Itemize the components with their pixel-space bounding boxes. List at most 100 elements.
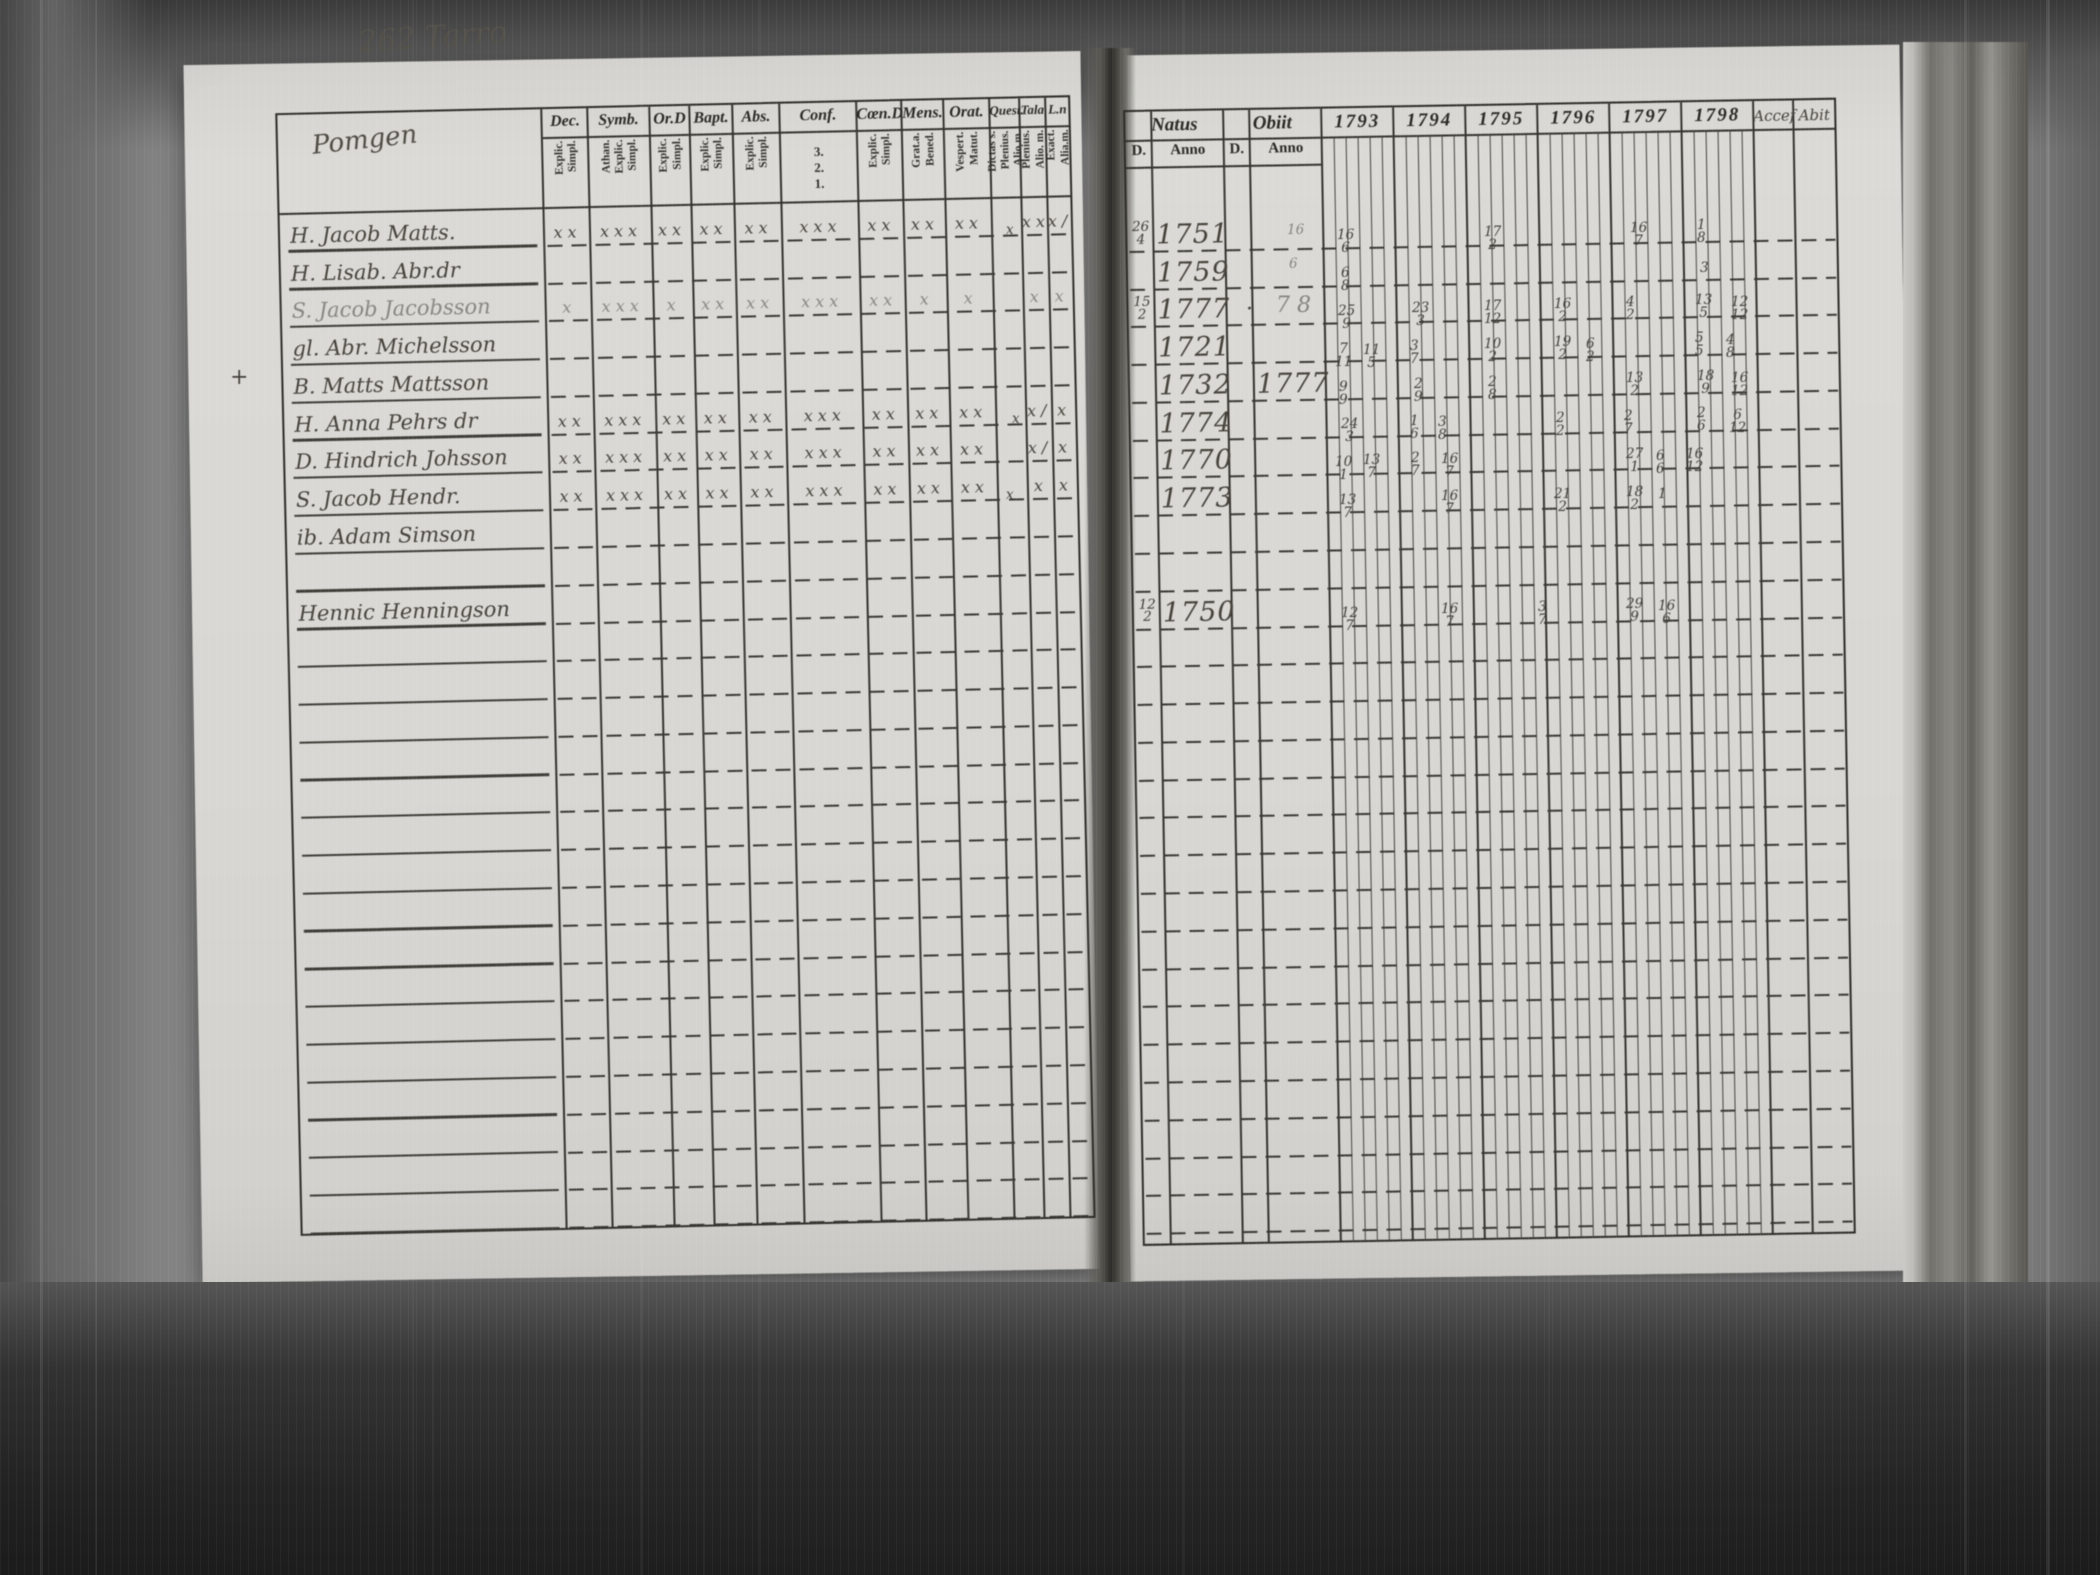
person-name: S. Jacob Jacobsson [291, 294, 491, 324]
subheader-label: Simpl. [670, 137, 684, 170]
subheader-label: Exact. [1045, 129, 1058, 161]
column-subheader: Explic. Simpl. [650, 138, 691, 205]
person-name: ib. Adam Simson [296, 521, 477, 550]
catechism-mark: xx [873, 479, 902, 499]
column-header-abs: Abs. [741, 107, 771, 126]
natus-year: 1777 [1157, 293, 1231, 326]
person-name: H. Jacob Matts. [289, 219, 456, 248]
column-subheader: Explic. Simpl. [857, 133, 903, 200]
film-scratch-line [433, 0, 434, 1575]
column-subheader: Grat.a. Bened. [902, 132, 945, 199]
catechism-mark: xx [868, 290, 898, 311]
column-header-conf: Conf. [799, 106, 837, 125]
catechism-mark: xxx [804, 442, 847, 463]
subheader-label: Grat.a. [910, 132, 924, 168]
catechism-mark: xx [910, 213, 940, 234]
column-header-ln: L.n [1047, 101, 1067, 117]
subheader-label: Bened. [923, 132, 937, 167]
catechism-mark: x [1057, 437, 1073, 457]
catechism-mark: x [1033, 475, 1049, 496]
natus-year: 1773 [1160, 482, 1234, 515]
subheader-d.: D. [1229, 141, 1245, 158]
subheader-label: Explic. [866, 133, 880, 168]
communion-mark-table: Pomgen Dec. Explic. Simpl. Symb. Athan. Expli… [275, 95, 1096, 1236]
catechism-mark: xx [916, 478, 946, 498]
catechism-mark: xx [748, 406, 777, 427]
subheader-label: 1. [814, 175, 825, 192]
subheader-label: Alia.m. [1058, 129, 1072, 166]
year-header-1797: 1797 [1622, 105, 1669, 128]
catechism-mark: x [562, 297, 577, 318]
film-scratch-line [40, 0, 43, 1575]
column-subheader: Plenius. Alio. m. [1020, 130, 1047, 197]
accessit-header: Accef [1753, 106, 1796, 126]
subheader-label: Matut. [967, 131, 981, 166]
catechism-mark: xx [872, 441, 901, 462]
natus-year: 1774 [1159, 406, 1233, 440]
catechism-mark: xx [1021, 211, 1051, 232]
column-header-mens: Mens. [901, 104, 943, 122]
film-scratch-line [1182, 0, 1184, 1575]
person-name: D. Hindrich Johsson [294, 445, 508, 475]
catechism-mark: xxx [604, 447, 648, 468]
subheader-label: Simpl. [625, 138, 639, 171]
subheader-label: Explic. [657, 138, 671, 173]
catechism-mark: x [963, 288, 978, 308]
catechism-mark: xx [553, 222, 582, 242]
catechism-mark: x/ [1027, 438, 1053, 458]
subheader-label: Dictas s. [985, 130, 999, 172]
catechism-mark: x [666, 295, 681, 315]
natus-year: 1751 [1155, 218, 1230, 251]
film-scratch-line [703, 0, 704, 1575]
obiit-header: Obiit [1252, 112, 1293, 134]
person-name: Hennic Henningson [298, 596, 511, 626]
column-header-tala: Tala [1020, 101, 1045, 118]
subheader-anno: Anno [1268, 139, 1304, 157]
column-header-bapt: Bapt. [693, 108, 729, 127]
year-header-1795: 1795 [1478, 108, 1525, 130]
film-scratch-line [641, 0, 643, 1575]
year-header-1793: 1793 [1334, 110, 1381, 133]
natus-year: 1750 [1162, 595, 1236, 629]
person-name: H. Anna Pehrs dr [294, 408, 478, 437]
catechism-mark: xxx [799, 216, 842, 237]
catechism-mark: xx [662, 408, 691, 429]
subheader-label: Simpl. [565, 140, 579, 173]
year-header-1798: 1798 [1694, 104, 1741, 127]
column-header-dec: Dec. [549, 112, 581, 130]
column-subheader: Explic. Simpl. [690, 137, 734, 204]
catechism-mark: xx [699, 218, 728, 239]
catechism-mark: xxx [800, 291, 844, 312]
catechism-mark: x [1054, 286, 1069, 306]
subheader-label: Plenius. [998, 130, 1012, 170]
obiit-year: 1777 [1256, 367, 1330, 400]
natus-year: 1721 [1157, 331, 1232, 364]
natus-year: 1759 [1156, 255, 1230, 289]
catechism-mark: xx [958, 401, 988, 422]
film-scratch-line [1548, 0, 1550, 1575]
catechism-mark: x [1056, 399, 1072, 420]
catechism-mark: xx [558, 448, 587, 469]
subheader-label: 3. [813, 143, 824, 159]
subheader-label: Athan. [599, 139, 613, 174]
catechism-mark: x [1029, 287, 1044, 307]
catechism-mark: xxx [805, 480, 848, 501]
catechism-mark: xxx [605, 485, 649, 506]
natus-header: Natus [1150, 113, 1198, 136]
subheader-label: Explic. [552, 140, 566, 176]
catechism-mark: xx [663, 484, 693, 504]
natus-year: 1732 [1158, 369, 1232, 402]
catechism-mark: xx [914, 402, 944, 423]
catechism-mark: xx [960, 477, 990, 497]
person-name: B. Matts Mattsson [293, 370, 490, 399]
bookmark-tab [809, 1309, 1061, 1393]
year-header-1794: 1794 [1406, 109, 1453, 132]
catechism-mark: xx [657, 219, 687, 240]
catechism-mark: xx [915, 440, 945, 461]
subheader-label: Explic. [743, 136, 757, 171]
column-subheader: Exact. Alia.m. [1045, 129, 1072, 196]
column-header-quest: Quest. [989, 102, 1024, 118]
film-scratch-line [95, 0, 97, 1575]
catechism-mark: x/ [1047, 210, 1073, 231]
